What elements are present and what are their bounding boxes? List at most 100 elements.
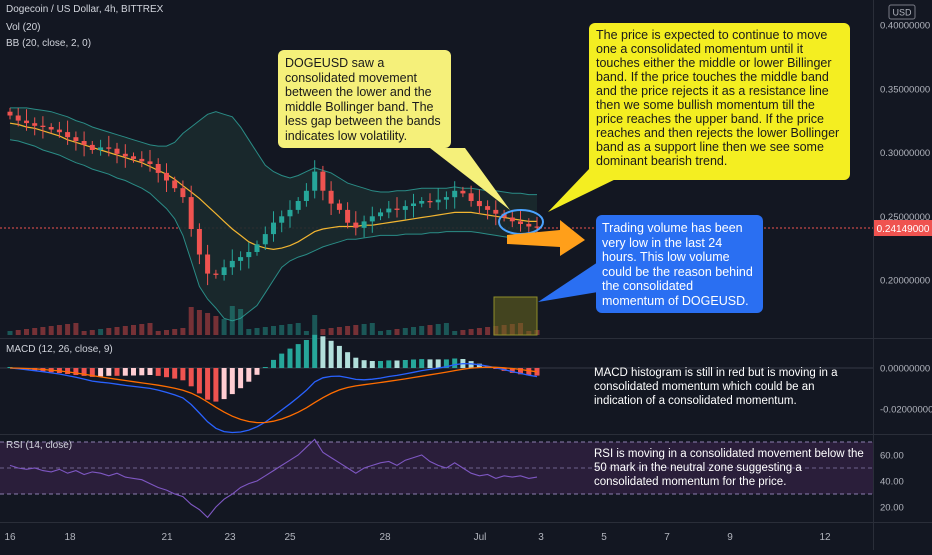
- volume-bar: [238, 309, 244, 335]
- volume-bar: [32, 328, 38, 335]
- volume-bar: [295, 323, 301, 335]
- volume-note: Trading volume has been very low in the …: [596, 215, 763, 313]
- macd-histogram-bar: [188, 368, 194, 387]
- macd-legend[interactable]: MACD (12, 26, close, 9): [6, 344, 113, 355]
- volume-bar: [353, 325, 359, 335]
- candle-body: [81, 141, 87, 145]
- candle-body: [164, 172, 169, 181]
- rsi-note: RSI is moving in a consolidated movement…: [594, 448, 864, 488]
- macd-histogram-bar: [353, 357, 359, 368]
- candle-body: [534, 226, 540, 228]
- candle-body: [40, 125, 46, 127]
- currency-badge-label: USD: [892, 8, 912, 18]
- macd-histogram-bar: [378, 361, 383, 368]
- candle-body: [476, 201, 482, 207]
- macd-histogram-bar: [320, 336, 326, 368]
- volume-bar: [229, 306, 235, 335]
- volume-bar: [180, 328, 186, 335]
- macd-histogram-bar: [295, 344, 301, 368]
- rsi-legend[interactable]: RSI (14, close): [6, 440, 73, 451]
- volume-bar: [196, 310, 202, 335]
- candle-body: [254, 244, 260, 252]
- volume-bar: [155, 331, 161, 335]
- candle-body: [427, 201, 433, 203]
- macd-histogram-bar: [386, 360, 392, 368]
- volume-bar: [73, 323, 79, 335]
- volume-bar: [221, 319, 227, 335]
- currency-badge[interactable]: [888, 4, 916, 20]
- macd-histogram-bar: [468, 361, 474, 368]
- volume-bar: [303, 331, 309, 335]
- candle-body: [468, 193, 474, 201]
- volume-bar: [411, 327, 416, 335]
- volume-bar: [279, 325, 285, 335]
- current-price-value: 0.24149000: [877, 224, 930, 235]
- time-tick-label: 9: [727, 532, 733, 543]
- symbol-legend[interactable]: Dogecoin / US Dollar, 4h, BITTREX: [6, 4, 164, 15]
- volume-bar: [435, 324, 441, 335]
- macd-histogram-bar: [7, 367, 13, 368]
- macd-histogram-bar: [443, 359, 449, 368]
- macd-histogram-bar: [229, 368, 235, 395]
- candle-body: [196, 229, 202, 255]
- macd-histogram-bar: [361, 360, 367, 368]
- volume-bars: [7, 306, 540, 335]
- macd-histogram-bar: [526, 368, 532, 376]
- candle-body: [312, 171, 318, 191]
- volume-legend[interactable]: Vol (20): [6, 22, 41, 33]
- volume-bar: [40, 327, 46, 335]
- time-tick-label: Jul: [474, 532, 487, 543]
- candle-body: [386, 208, 392, 213]
- time-tick-label: 12: [819, 532, 831, 543]
- volume-bar: [402, 328, 408, 335]
- rsi-line: [9, 438, 538, 519]
- candle-body: [147, 161, 153, 164]
- macd-histogram-bar: [435, 359, 441, 368]
- macd-histogram-bar: [518, 368, 523, 375]
- macd-histogram-bar: [262, 367, 268, 368]
- volume-bar: [427, 325, 433, 335]
- volume-bar: [106, 328, 112, 335]
- time-tick-label: 7: [664, 532, 670, 543]
- volume-bar: [147, 323, 153, 335]
- macd-note: MACD histogram is still in red but is mo…: [594, 367, 838, 407]
- candle-body: [155, 164, 161, 173]
- candle-body: [56, 129, 62, 133]
- candle-body: [460, 190, 466, 194]
- candle-body: [238, 257, 244, 261]
- time-tick-label: 21: [161, 532, 173, 543]
- time-tick-label: 28: [379, 532, 391, 543]
- volume-bar: [164, 330, 169, 335]
- candle-body: [493, 209, 499, 214]
- volume-bar: [24, 329, 29, 335]
- volume-bar: [369, 323, 375, 335]
- candle-body: [443, 197, 449, 200]
- price-tick-label: 0.35000000: [880, 84, 930, 95]
- volume-bar: [361, 324, 367, 335]
- macd-histogram-bar: [279, 353, 285, 368]
- forecast-note: The price is expected to continue to mov…: [589, 23, 850, 180]
- volume-bar: [452, 331, 458, 335]
- volume-bar: [56, 325, 62, 335]
- macd-histogram-bar: [303, 340, 309, 368]
- volume-bar: [460, 330, 466, 335]
- volume-bar: [386, 330, 392, 335]
- candle-body: [419, 201, 425, 204]
- candle-body: [229, 260, 235, 268]
- candle-body: [131, 156, 136, 159]
- candle-body: [172, 180, 178, 189]
- candle-body: [205, 254, 211, 274]
- volume-bar: [122, 326, 128, 335]
- macd-histogram-bar: [89, 368, 95, 377]
- bb-legend[interactable]: BB (20, close, 2, 0): [6, 38, 92, 49]
- time-tick-label: 16: [4, 532, 16, 543]
- candle-body: [180, 188, 186, 198]
- macd-histogram-bar: [271, 359, 276, 368]
- candle-body: [501, 213, 507, 218]
- candle-body: [98, 147, 104, 150]
- volume-bar: [114, 327, 120, 335]
- macd-histogram-bar: [114, 368, 120, 376]
- macd-histogram-bar: [312, 334, 318, 368]
